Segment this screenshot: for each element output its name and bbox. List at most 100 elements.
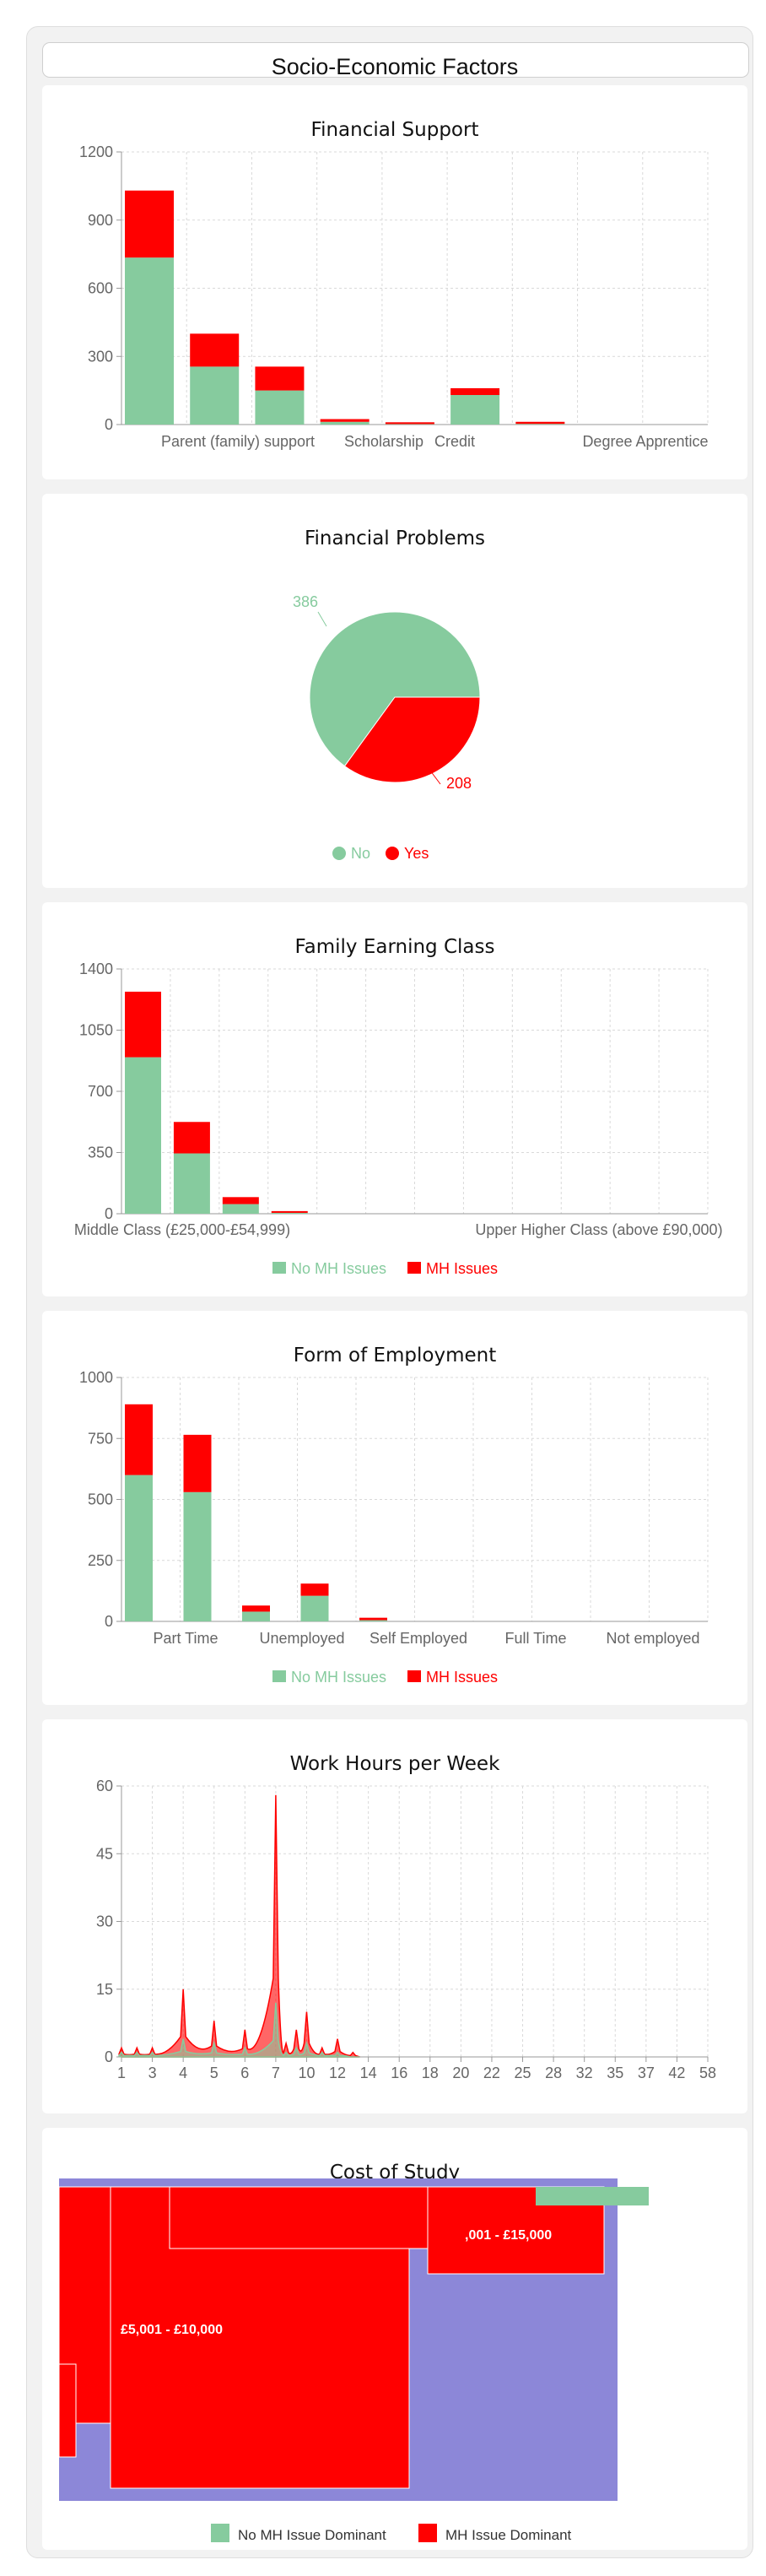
chart-title: Family Earning Class (294, 936, 495, 958)
legend-label: Yes (404, 845, 429, 862)
bar-mh (183, 1434, 212, 1492)
legend-swatch (407, 1262, 421, 1274)
legend-swatch (211, 2524, 229, 2542)
tick-label: 35 (607, 2065, 623, 2081)
pie-label-line (317, 611, 327, 627)
tick-label: 30 (96, 1913, 113, 1930)
tick-label: 32 (576, 2065, 593, 2081)
legend-swatch (272, 1670, 286, 1682)
tick-label: 600 (88, 280, 113, 297)
bar-no-mh (125, 1475, 153, 1621)
tick-label: 900 (88, 212, 113, 229)
treemap-cell-mh (169, 2186, 459, 2249)
bar-no-mh (183, 1491, 212, 1621)
tick-label: 3 (148, 2065, 157, 2081)
legend-swatch (407, 1670, 421, 1682)
chart-title: Form of Employment (293, 1345, 497, 1366)
tick-label: 5 (210, 2065, 218, 2081)
bar-mh (190, 333, 240, 367)
tick-label: 750 (88, 1430, 113, 1447)
title-box (42, 42, 749, 78)
tick-label: 16 (391, 2065, 407, 2081)
bar-mh (385, 422, 434, 425)
tick-label: 300 (88, 348, 113, 365)
tick-label: 0 (105, 2048, 113, 2065)
treemap-cell-no-mh (536, 2187, 649, 2205)
tick-label: 12 (329, 2065, 346, 2081)
bar-no-mh (300, 1595, 329, 1621)
page-title: Socio-Economic Factors (271, 54, 519, 79)
area-series (118, 2002, 360, 2058)
bar-mh (173, 1122, 210, 1154)
tick-label: 22 (483, 2065, 500, 2081)
tick-label: 0 (105, 416, 113, 433)
tick-label: 7 (272, 2065, 280, 2081)
treemap-label: £5,001 - £10,000 (121, 2323, 223, 2337)
tick-label: 500 (88, 1491, 113, 1508)
tick-label: 10 (298, 2065, 315, 2081)
tick-label: 1 (117, 2065, 126, 2081)
tick-label: 25 (515, 2065, 531, 2081)
bar-mh (125, 991, 161, 1058)
treemap-cell-mh (58, 2363, 77, 2458)
bar-no-mh (515, 424, 565, 425)
bar-mh (359, 1617, 387, 1621)
tick-label: 6 (240, 2065, 249, 2081)
bar-mh (125, 190, 174, 258)
tick-label: 58 (699, 2065, 716, 2081)
tick-label: 0 (105, 1613, 113, 1630)
bar-no-mh (450, 395, 500, 425)
legend-swatch (418, 2524, 437, 2542)
work-hours-card: Work Hours per Week 0 15 30 45 60 1 3 4 5 6 7 10 12 1… (42, 1719, 747, 2113)
tick-label: 1000 (79, 1369, 113, 1386)
bar-mh (450, 387, 500, 396)
cost-of-study-chart: £5,001 - £10,000 ,001 - £15,000 No MH Issu… (58, 2178, 649, 2543)
tick-label: 37 (638, 2065, 655, 2081)
family-earning-class-card: Family Earning Class 0 350 700 1050 1400 Midd… (42, 902, 747, 1296)
family-earning-class-chart: 0 350 700 1050 1400 Middle Class (£25,000-£54… (74, 961, 723, 1277)
tick-label: 250 (88, 1552, 113, 1569)
tick-label: 28 (545, 2065, 562, 2081)
tick-label: 60 (96, 1778, 113, 1794)
bar-mh (125, 1404, 153, 1475)
bar-no-mh (125, 257, 174, 425)
bar-mh (515, 421, 565, 425)
bar-no-mh (271, 1212, 308, 1214)
legend-label: MH Issues (426, 1669, 498, 1686)
tick-label: Part Time (153, 1630, 218, 1647)
tick-label: Credit (434, 433, 475, 450)
chart-title: Financial Support (310, 119, 479, 141)
tick-label: Not employed (606, 1630, 699, 1647)
legend-swatch (386, 847, 399, 860)
pie-value-label: 386 (293, 593, 318, 610)
tick-label: 4 (179, 2065, 187, 2081)
bar-mh (271, 1210, 308, 1213)
legend-label: No MH Issues (291, 1669, 386, 1686)
pie-slice (343, 696, 481, 783)
tick-label: 0 (105, 1205, 113, 1222)
financial-problems-card: Financial Problems 386 208 No Yes (42, 494, 747, 888)
pie-label-line (429, 770, 441, 785)
bar-no-mh (385, 424, 434, 425)
bar-no-mh (255, 390, 305, 425)
pie-slice (309, 611, 481, 767)
area-series (118, 1794, 360, 2058)
legend-label: No (351, 845, 370, 862)
tick-label: 18 (422, 2065, 439, 2081)
tick-label: Upper Higher Class (above £90,000) (475, 1221, 722, 1238)
tick-label: 15 (96, 1981, 113, 1998)
bar-no-mh (125, 1057, 161, 1214)
tick-label: Unemployed (259, 1630, 344, 1647)
tick-label: Scholarship (344, 433, 423, 450)
form-of-employment-chart: 0 250 500 750 1000 Part Time Unemployed Self Em… (79, 1369, 709, 1686)
chart-title: Financial Problems (304, 528, 486, 549)
legend-label: MH Issues (426, 1260, 498, 1277)
bar-mh (255, 366, 305, 391)
bar-mh (320, 419, 370, 422)
treemap-label: ,001 - £15,000 (465, 2228, 552, 2243)
cost-of-study-card: Cost of Study £5,001 - £10,000,001 - £15… (42, 2128, 747, 2550)
tick-label: Full Time (504, 1630, 566, 1647)
bar-mh (300, 1583, 329, 1596)
financial-support-chart: 0 300 600 900 1200 Parent (family) support Sch… (79, 143, 709, 450)
